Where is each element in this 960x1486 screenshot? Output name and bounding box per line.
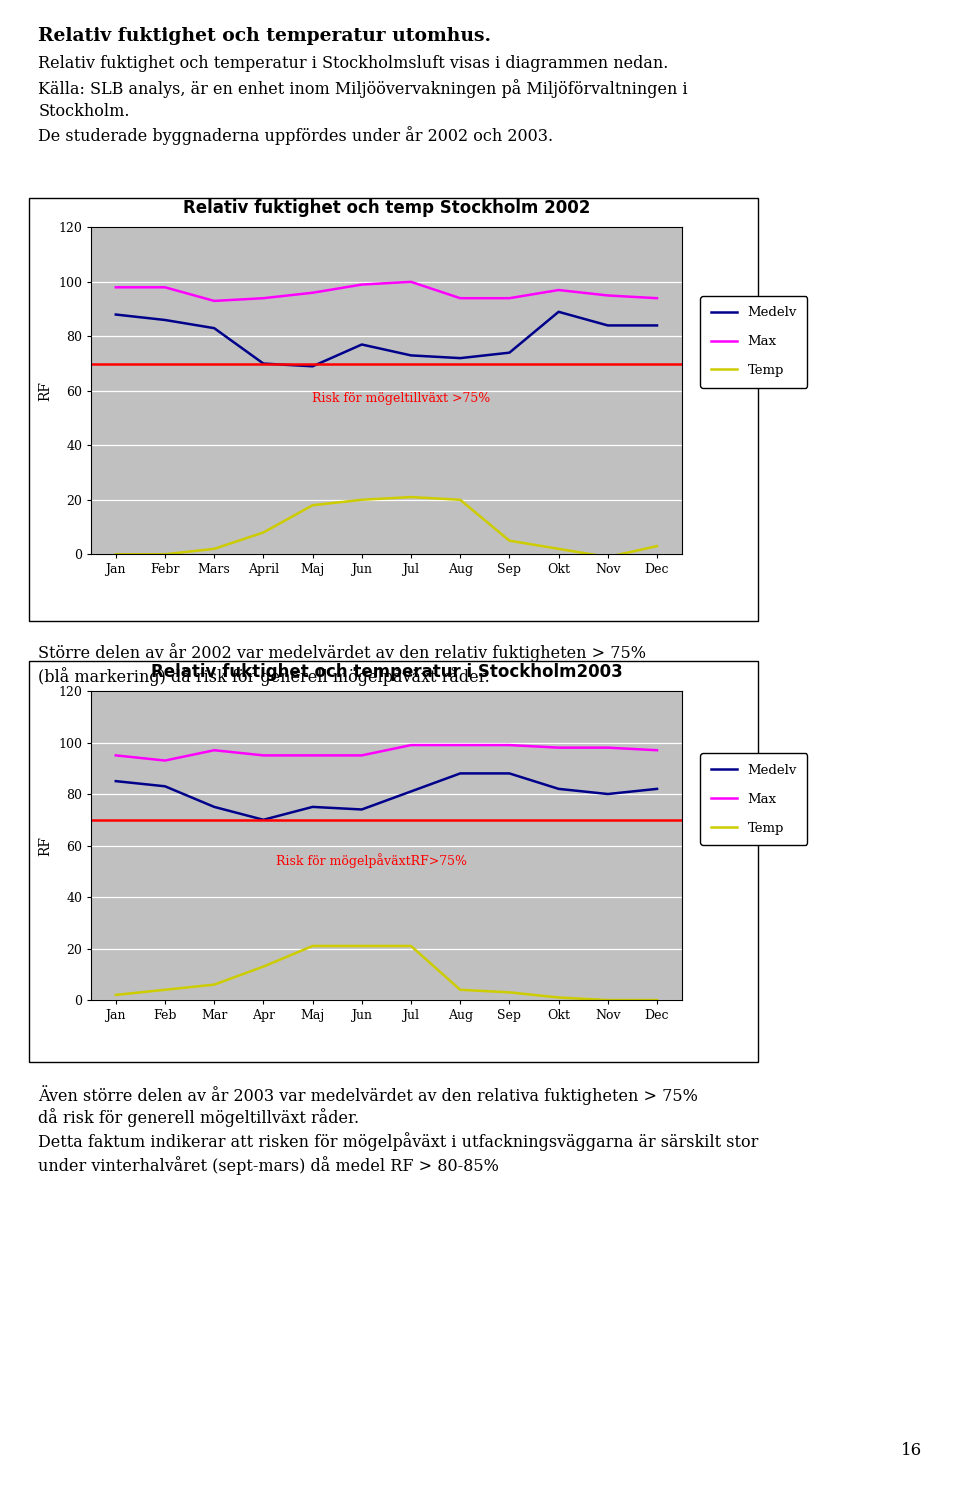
Text: Källa: SLB analys, är en enhet inom Miljöövervakningen på Miljöförvaltningen i: Källa: SLB analys, är en enhet inom Milj… — [38, 79, 688, 98]
Text: Relativ fuktighet och temperatur i Stockholmsluft visas i diagrammen nedan.: Relativ fuktighet och temperatur i Stock… — [38, 55, 669, 71]
Text: Risk för mögeltillväxt >75%: Risk för mögeltillväxt >75% — [312, 392, 491, 406]
Text: Relativ fuktighet och temperatur utomhus.: Relativ fuktighet och temperatur utomhus… — [38, 27, 492, 45]
Text: Detta faktum indikerar att risken för mögelpåväxt i utfackningsväggarna är särsk: Detta faktum indikerar att risken för mö… — [38, 1132, 758, 1152]
Y-axis label: RF: RF — [38, 835, 53, 856]
Text: De studerade byggnaderna uppfördes under år 2002 och 2003.: De studerade byggnaderna uppfördes under… — [38, 126, 554, 146]
Text: under vinterhalvåret (sept-mars) då medel RF > 80-85%: under vinterhalvåret (sept-mars) då mede… — [38, 1156, 499, 1175]
Title: Relativ fuktighet och temp Stockholm 2002: Relativ fuktighet och temp Stockholm 200… — [182, 199, 590, 217]
Text: Stockholm.: Stockholm. — [38, 103, 130, 119]
Y-axis label: RF: RF — [38, 380, 53, 401]
Legend: Medelv, Max, Temp: Medelv, Max, Temp — [700, 753, 807, 846]
Text: Större delen av år 2002 var medelvärdet av den relativ fuktigheten > 75%: Större delen av år 2002 var medelvärdet … — [38, 643, 646, 663]
Text: då risk för generell mögeltillväxt råder.: då risk för generell mögeltillväxt råder… — [38, 1109, 360, 1128]
Text: Risk för mögelpåväxtRF>75%: Risk för mögelpåväxtRF>75% — [276, 853, 468, 868]
Text: Även större delen av år 2003 var medelvärdet av den relativa fuktigheten > 75%: Även större delen av år 2003 var medelvä… — [38, 1085, 698, 1104]
Text: (blå markering) då risk för generell mögelpåväxt råder.: (blå markering) då risk för generell mög… — [38, 667, 491, 687]
Text: 16: 16 — [900, 1443, 922, 1459]
Title: Relativ fuktighet och temperatur i Stockholm2003: Relativ fuktighet och temperatur i Stock… — [151, 663, 622, 681]
Legend: Medelv, Max, Temp: Medelv, Max, Temp — [700, 296, 807, 388]
